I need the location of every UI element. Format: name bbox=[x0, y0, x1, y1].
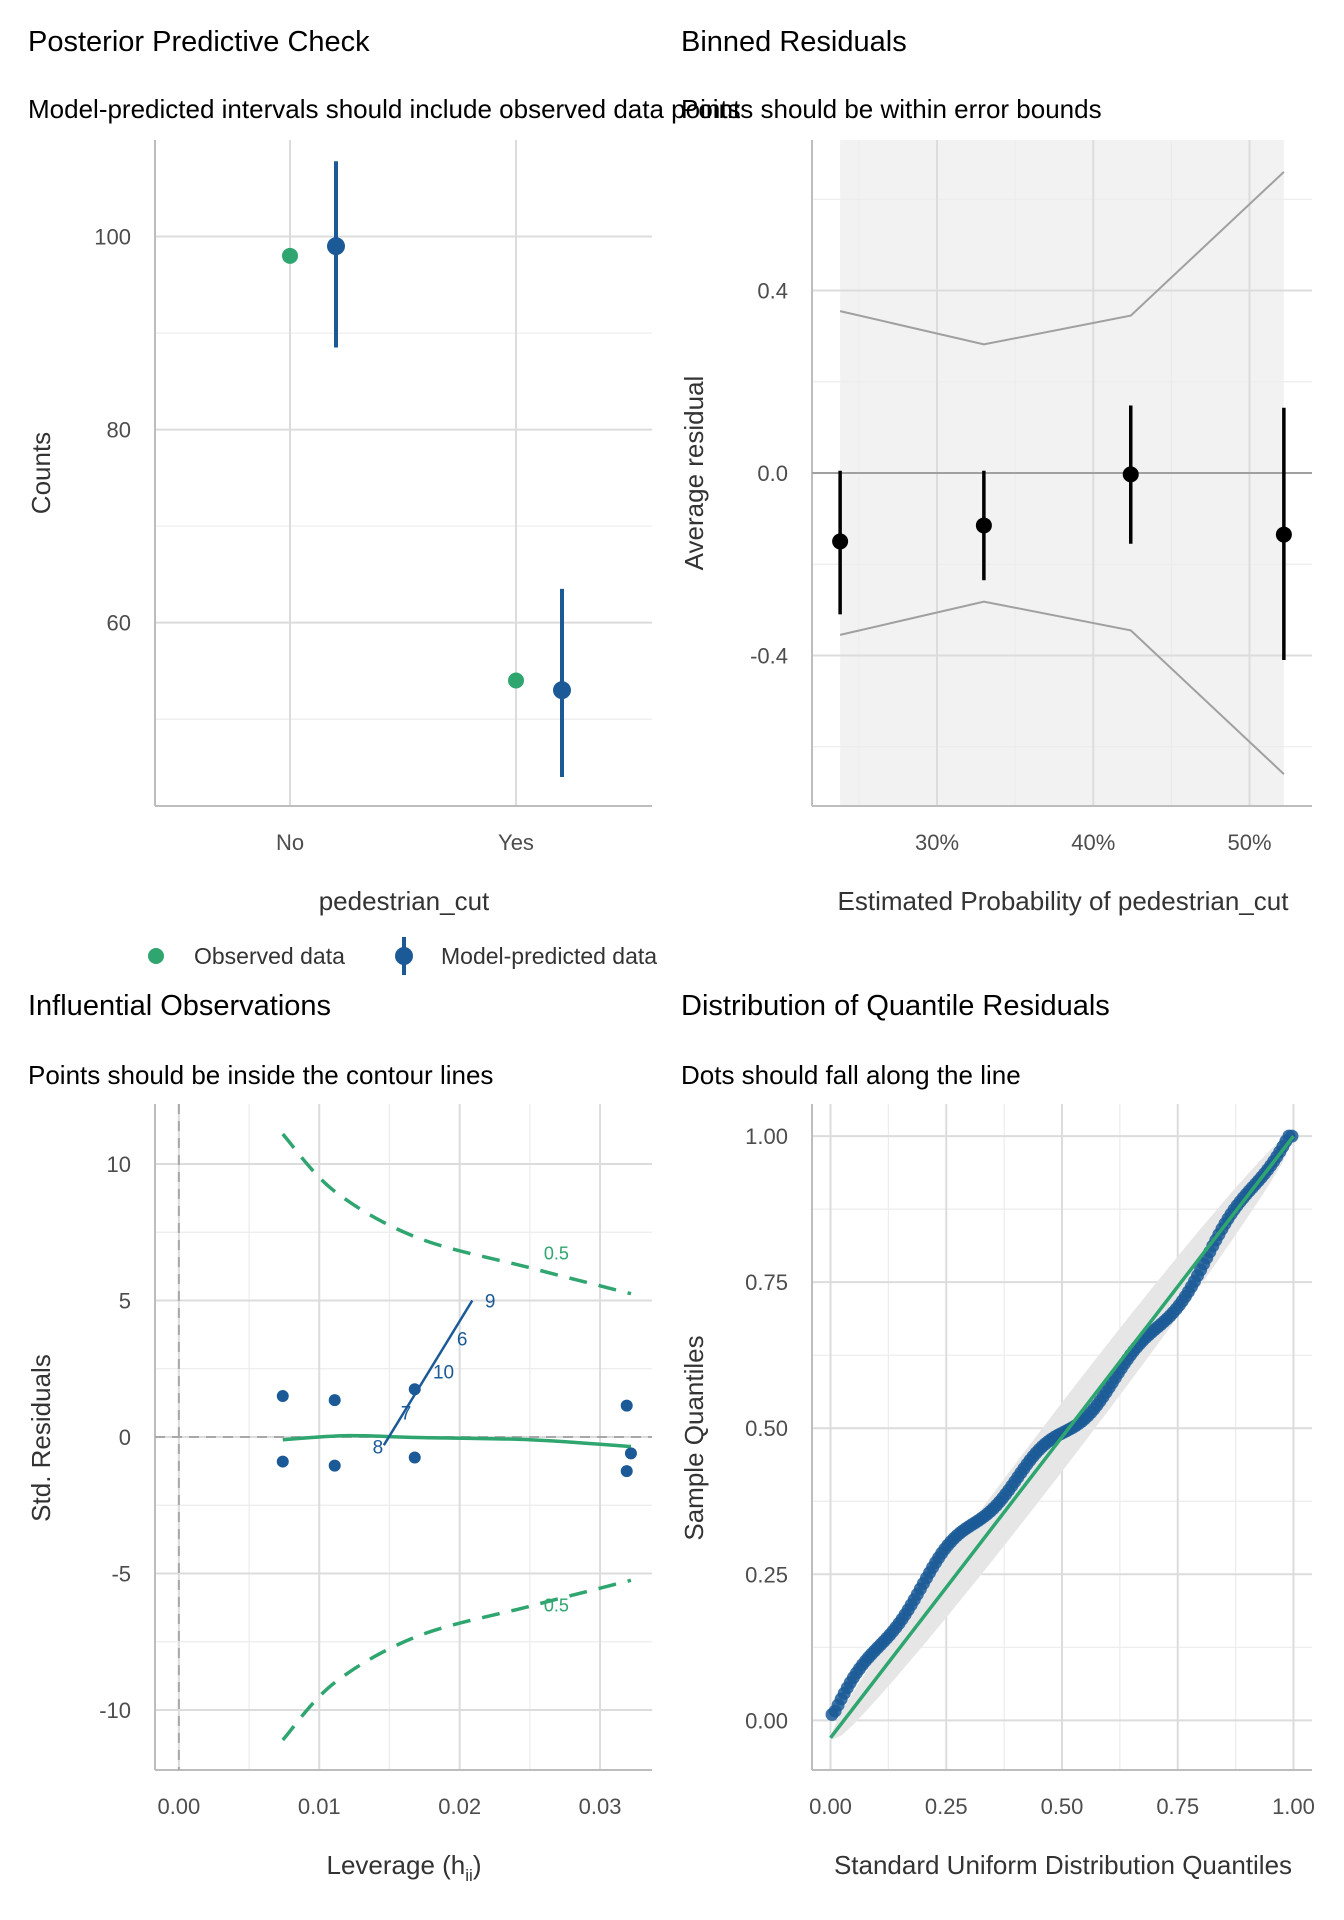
influence-point bbox=[328, 1459, 341, 1472]
influence-subtitle: Points should be inside the contour line… bbox=[28, 1060, 493, 1090]
qq-ytick-label: 0.75 bbox=[745, 1270, 788, 1295]
qq-ylabel: Sample Quantiles bbox=[679, 1335, 709, 1540]
influence-xtick-label: 0.00 bbox=[157, 1794, 200, 1819]
influence-xtick-label: 0.01 bbox=[298, 1794, 341, 1819]
qq-ytick-label: 0.00 bbox=[745, 1708, 788, 1733]
influence-xtick-label: 0.02 bbox=[438, 1794, 481, 1819]
influence-xlabel: Leverage (hii) bbox=[327, 1850, 482, 1885]
ppc-legend: Observed data Model-predicted data bbox=[148, 937, 657, 975]
binned-xtick-label: 50% bbox=[1227, 830, 1271, 855]
influence-title: Influential Observations bbox=[28, 990, 331, 1022]
influence-ylabel: Std. Residuals bbox=[26, 1354, 56, 1522]
binned-residual-point bbox=[1275, 526, 1292, 543]
influence-ytick-label: 10 bbox=[107, 1152, 131, 1177]
binned-ytick-label: -0.4 bbox=[750, 643, 788, 668]
ppc-observed-point bbox=[508, 672, 524, 689]
ppc-xtick-label: No bbox=[276, 830, 304, 855]
influence-loess-line bbox=[282, 1433, 632, 1449]
influence-point bbox=[624, 1447, 637, 1460]
binned-xtick-label: 30% bbox=[915, 830, 959, 855]
influence-contour-upper bbox=[281, 1132, 632, 1296]
qq-xtick-label: 0.50 bbox=[1041, 1794, 1084, 1819]
influence-ytick-label: -10 bbox=[99, 1698, 131, 1723]
binned-lower-bound bbox=[839, 600, 1285, 775]
influence-point-label: 9 bbox=[485, 1292, 496, 1313]
binned-residual-point bbox=[832, 533, 849, 550]
ppc-ytick-label: 60 bbox=[107, 611, 131, 636]
binned-xlabel: Estimated Probability of pedestrian_cut bbox=[838, 886, 1290, 916]
ppc-ylabel: Counts bbox=[26, 432, 56, 514]
influence-point-label: 8 bbox=[373, 1438, 384, 1459]
influence-point-label: 6 bbox=[457, 1330, 468, 1351]
ppc-ytick-label: 80 bbox=[107, 418, 131, 443]
influence-point bbox=[620, 1465, 633, 1478]
influence-ytick-label: 0 bbox=[119, 1425, 131, 1450]
binned-xtick-label: 40% bbox=[1071, 830, 1115, 855]
influence-label-connector bbox=[382, 1299, 474, 1446]
influence-point bbox=[276, 1455, 289, 1468]
binned-residual-point bbox=[1122, 466, 1139, 483]
influence-point bbox=[328, 1394, 341, 1407]
panel-binned-residuals: Binned Residuals Points should be within… bbox=[679, 26, 1312, 916]
influence-point bbox=[620, 1399, 633, 1412]
qq-reference-line bbox=[829, 1135, 1295, 1739]
influence-point bbox=[276, 1390, 289, 1403]
ppc-subtitle: Model-predicted intervals should include… bbox=[28, 94, 741, 124]
binned-ytick-label: 0.4 bbox=[757, 279, 788, 304]
qq-xtick-label: 0.00 bbox=[809, 1794, 852, 1819]
binned-ytick-label: 0.0 bbox=[757, 461, 788, 486]
binned-subtitle: Points should be within error bounds bbox=[681, 94, 1102, 124]
qq-ytick-label: 1.00 bbox=[745, 1124, 788, 1149]
legend-predicted-key-dot bbox=[395, 947, 413, 965]
ppc-ytick-label: 100 bbox=[94, 225, 131, 250]
binned-title: Binned Residuals bbox=[681, 26, 907, 58]
binned-residual-point bbox=[975, 517, 992, 534]
ppc-xlabel: pedestrian_cut bbox=[319, 886, 490, 916]
influence-point bbox=[408, 1383, 421, 1396]
influence-xtick-label: 0.03 bbox=[579, 1794, 622, 1819]
panel-posterior-predictive-check: Posterior Predictive Check Model-predict… bbox=[26, 26, 741, 975]
influence-point-label: 7 bbox=[401, 1403, 412, 1424]
legend-observed-key bbox=[148, 948, 164, 964]
influence-contour-label: 0.5 bbox=[544, 1596, 569, 1616]
qq-xtick-label: 1.00 bbox=[1272, 1794, 1315, 1819]
ppc-xtick-label: Yes bbox=[498, 830, 534, 855]
influence-ytick-label: 5 bbox=[119, 1289, 131, 1314]
influence-point-label: 10 bbox=[433, 1362, 454, 1383]
qq-ytick-label: 0.25 bbox=[745, 1562, 788, 1587]
legend-observed-label: Observed data bbox=[194, 943, 345, 969]
binned-upper-bound bbox=[839, 171, 1285, 346]
qq-xlabel: Standard Uniform Distribution Quantiles bbox=[834, 1850, 1292, 1880]
influence-contour-label: 0.5 bbox=[544, 1244, 569, 1264]
ppc-observed-point bbox=[282, 247, 298, 264]
panel-influential-observations: Influential Observations Points should b… bbox=[26, 990, 652, 1885]
ppc-title: Posterior Predictive Check bbox=[28, 26, 370, 58]
qq-xtick-label: 0.75 bbox=[1156, 1794, 1199, 1819]
qq-subtitle: Dots should fall along the line bbox=[681, 1060, 1021, 1090]
influence-point bbox=[408, 1451, 421, 1464]
legend-predicted-label: Model-predicted data bbox=[441, 943, 657, 969]
qq-ytick-label: 0.50 bbox=[745, 1416, 788, 1441]
influence-ytick-label: -5 bbox=[111, 1561, 131, 1586]
qq-xtick-label: 0.25 bbox=[925, 1794, 968, 1819]
binned-ylabel: Average residual bbox=[679, 376, 709, 571]
ppc-predicted-point bbox=[553, 681, 571, 700]
ppc-predicted-point bbox=[327, 237, 345, 256]
influence-contour-lower bbox=[281, 1578, 632, 1742]
panel-quantile-residuals: Distribution of Quantile Residuals Dots … bbox=[679, 990, 1315, 1880]
qq-title: Distribution of Quantile Residuals bbox=[681, 990, 1110, 1022]
